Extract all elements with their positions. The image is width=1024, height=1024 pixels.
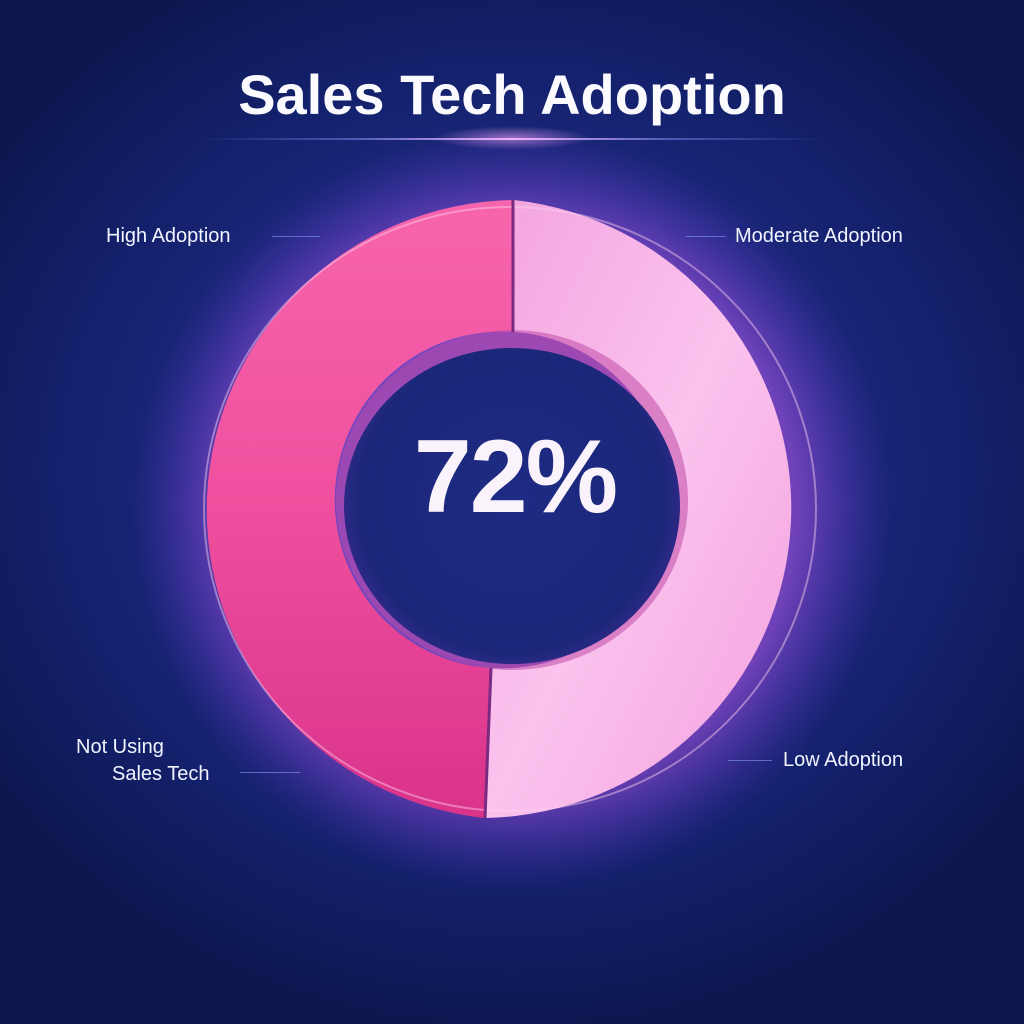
label-not-using-line2: Sales Tech [112,763,210,785]
segment-divider [483,200,515,819]
rim-highlight [203,206,817,812]
segment-left[interactable] [206,200,512,818]
segment-right[interactable] [486,200,792,818]
label-low-adoption: Low Adoption [783,749,904,771]
center-percentage: 72% [413,419,618,535]
leader-line-low [728,760,772,761]
leader-line-high [272,236,320,237]
leader-line-not-using [240,772,300,773]
label-moderate-adoption: Moderate Adoption [735,225,903,247]
leader-line-moderate [686,236,726,237]
label-not-using-line1: Not Using [76,736,164,758]
label-high-adoption: High Adoption [106,225,231,247]
donut-hole [344,348,680,664]
chart-title: Sales Tech Adoption [238,63,786,126]
